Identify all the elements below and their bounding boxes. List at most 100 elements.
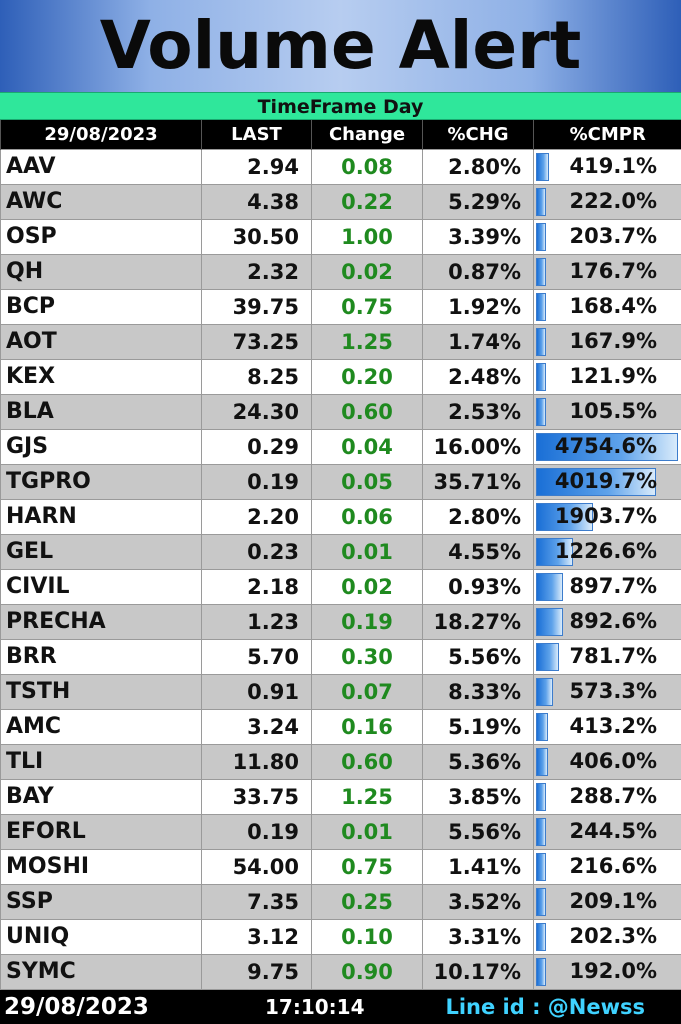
change-cell: 0.90 [311,953,423,990]
cmpr-bar [536,432,678,461]
change-cell: 0.06 [311,498,423,535]
cmpr-value: 222.0% [569,188,657,213]
symbol-cell: AAV [0,148,202,185]
table-row[interactable]: CIVIL 2.18 0.02 0.93% 897.7% [0,568,681,605]
symbol-cell: CIVIL [0,568,202,605]
table-row[interactable]: HARN 2.20 0.06 2.80% 1903.7% [0,498,681,535]
change-cell: 0.19 [311,603,423,640]
last-price-cell: 0.19 [201,463,312,500]
pct-cmpr-cell: 192.0% [533,953,681,990]
cmpr-value: 781.7% [569,643,657,668]
symbol-cell: EFORL [0,813,202,850]
cmpr-bar [536,467,656,496]
change-cell: 0.01 [311,533,423,570]
change-cell: 0.30 [311,638,423,675]
symbol-cell: OSP [0,218,202,255]
table-row[interactable]: AWC 4.38 0.22 5.29% 222.0% [0,183,681,220]
cmpr-bar [536,257,546,286]
table-row[interactable]: AOT 73.25 1.25 1.74% 167.9% [0,323,681,360]
header-change[interactable]: Change [311,120,423,149]
pct-cmpr-cell: 168.4% [533,288,681,325]
table-row[interactable]: AAV 2.94 0.08 2.80% 419.1% [0,148,681,185]
table-row[interactable]: UNIQ 3.12 0.10 3.31% 202.3% [0,918,681,955]
symbol-cell: TSTH [0,673,202,710]
last-price-cell: 30.50 [201,218,312,255]
symbol-cell: HARN [0,498,202,535]
footer-line-id[interactable]: Line id : @Newss [445,995,645,1019]
pct-chg-cell: 1.41% [422,848,534,885]
cmpr-bar [536,362,546,391]
header-pct-chg[interactable]: %CHG [422,120,534,149]
cmpr-value: 176.7% [569,258,657,283]
symbol-cell: SSP [0,883,202,920]
pct-chg-cell: 5.29% [422,183,534,220]
table-row[interactable]: GJS 0.29 0.04 16.00% 4754.6% [0,428,681,465]
table-row[interactable]: TSTH 0.91 0.07 8.33% 573.3% [0,673,681,710]
cmpr-bar [536,922,546,951]
pct-chg-cell: 16.00% [422,428,534,465]
last-price-cell: 5.70 [201,638,312,675]
symbol-cell: AOT [0,323,202,360]
cmpr-value: 209.1% [569,888,657,913]
last-price-cell: 2.32 [201,253,312,290]
pct-cmpr-cell: 419.1% [533,148,681,185]
change-cell: 0.02 [311,568,423,605]
last-price-cell: 1.23 [201,603,312,640]
pct-cmpr-cell: 892.6% [533,603,681,640]
table-row[interactable]: BRR 5.70 0.30 5.56% 781.7% [0,638,681,675]
pct-cmpr-cell: 406.0% [533,743,681,780]
pct-cmpr-cell: 288.7% [533,778,681,815]
pct-chg-cell: 10.17% [422,953,534,990]
cmpr-bar [536,292,546,321]
symbol-cell: UNIQ [0,918,202,955]
table-row[interactable]: TLI 11.80 0.60 5.36% 406.0% [0,743,681,780]
title-banner: Volume Alert [0,0,681,92]
table-row[interactable]: MOSHI 54.00 0.75 1.41% 216.6% [0,848,681,885]
cmpr-value: 892.6% [569,608,657,633]
change-cell: 0.22 [311,183,423,220]
cmpr-value: 897.7% [569,573,657,598]
table-row[interactable]: BLA 24.30 0.60 2.53% 105.5% [0,393,681,430]
last-price-cell: 73.25 [201,323,312,360]
pct-cmpr-cell: 167.9% [533,323,681,360]
table-row[interactable]: OSP 30.50 1.00 3.39% 203.7% [0,218,681,255]
pct-chg-cell: 5.56% [422,813,534,850]
table-row[interactable]: QH 2.32 0.02 0.87% 176.7% [0,253,681,290]
table-row[interactable]: PRECHA 1.23 0.19 18.27% 892.6% [0,603,681,640]
cmpr-value: 419.1% [569,153,657,178]
header-last[interactable]: LAST [201,120,312,149]
symbol-cell: GEL [0,533,202,570]
table-row[interactable]: KEX 8.25 0.20 2.48% 121.9% [0,358,681,395]
table-row[interactable]: SSP 7.35 0.25 3.52% 209.1% [0,883,681,920]
volume-table: 29/08/2023 LAST Change %CHG %CMPR AAV 2.9… [0,120,681,990]
cmpr-bar [536,887,546,916]
pct-cmpr-cell: 176.7% [533,253,681,290]
cmpr-value: 1903.7% [554,503,657,528]
cmpr-value: 288.7% [569,783,657,808]
table-row[interactable]: GEL 0.23 0.01 4.55% 1226.6% [0,533,681,570]
footer-bar: 29/08/2023 17:10:14 Line id : @Newss [0,990,681,1024]
pct-chg-cell: 5.56% [422,638,534,675]
table-row[interactable]: AMC 3.24 0.16 5.19% 413.2% [0,708,681,745]
pct-cmpr-cell: 222.0% [533,183,681,220]
table-row[interactable]: BCP 39.75 0.75 1.92% 168.4% [0,288,681,325]
table-row[interactable]: EFORL 0.19 0.01 5.56% 244.5% [0,813,681,850]
header-pct-cmpr[interactable]: %CMPR [533,120,681,149]
pct-cmpr-cell: 4019.7% [533,463,681,500]
cmpr-bar [536,712,548,741]
symbol-cell: BRR [0,638,202,675]
table-row[interactable]: TGPRO 0.19 0.05 35.71% 4019.7% [0,463,681,500]
change-cell: 0.01 [311,813,423,850]
change-cell: 0.75 [311,288,423,325]
change-cell: 1.25 [311,323,423,360]
cmpr-value: 4019.7% [554,468,657,493]
last-price-cell: 2.18 [201,568,312,605]
table-row[interactable]: BAY 33.75 1.25 3.85% 288.7% [0,778,681,815]
last-price-cell: 2.94 [201,148,312,185]
change-cell: 0.60 [311,743,423,780]
last-price-cell: 9.75 [201,953,312,990]
header-date[interactable]: 29/08/2023 [0,120,202,149]
table-row[interactable]: SYMC 9.75 0.90 10.17% 192.0% [0,953,681,990]
change-cell: 0.07 [311,673,423,710]
pct-chg-cell: 3.39% [422,218,534,255]
